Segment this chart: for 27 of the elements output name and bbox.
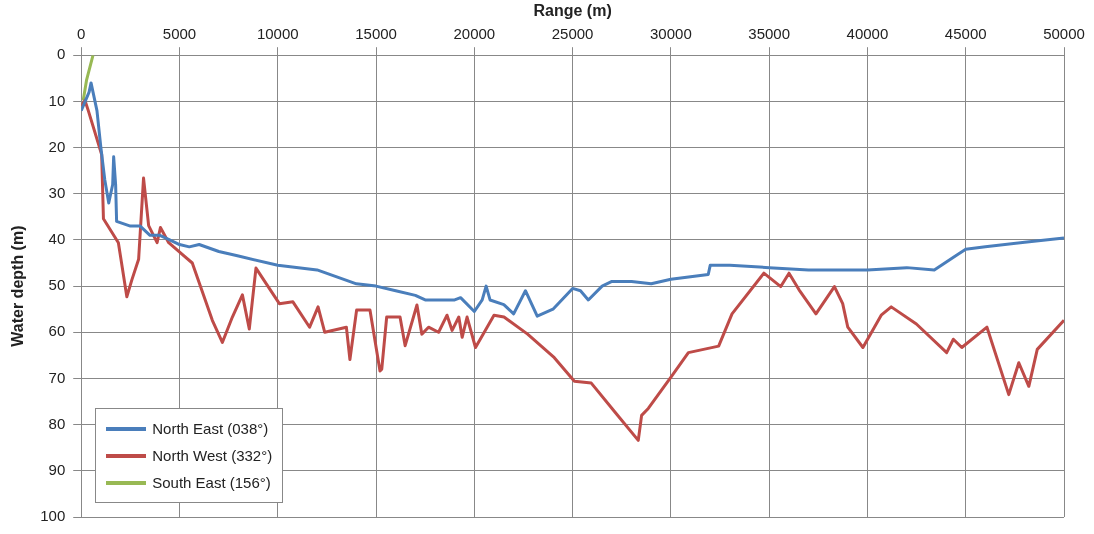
x-tick-label: 50000 [1043,25,1085,43]
y-tick-label: 30 [48,183,66,201]
y-tick-label: 50 [48,276,66,294]
x-tick-label: 20000 [453,25,496,43]
legend-label: North East (038°) [152,420,269,437]
x-tick-label: 45000 [944,25,987,43]
x-axis-title: Range (m) [533,2,612,20]
x-tick-label: 15000 [355,25,397,43]
y-tick-label: 40 [48,230,66,248]
y-axis-title: Water depth (m) [9,225,27,347]
y-tick-label: 0 [56,45,66,63]
x-tick-label: 30000 [650,25,692,43]
y-tick-label: 10 [48,91,66,109]
y-tick-label: 100 [40,507,66,525]
y-tick-label: 90 [48,460,66,478]
x-tick-label: 25000 [551,25,594,43]
y-tick-label: 80 [48,414,66,432]
x-tick-label: 5000 [162,25,197,43]
y-tick-label: 70 [48,368,66,386]
y-tick-label: 20 [48,137,66,155]
legend-label: South East (156°) [152,474,271,491]
x-tick-label: 10000 [256,25,299,43]
x-tick-label: 0 [77,25,86,43]
x-tick-label: 35000 [748,25,791,43]
y-tick-label: 60 [48,322,66,340]
x-tick-label: 40000 [846,25,889,43]
legend-label: North West (332°) [152,447,273,464]
